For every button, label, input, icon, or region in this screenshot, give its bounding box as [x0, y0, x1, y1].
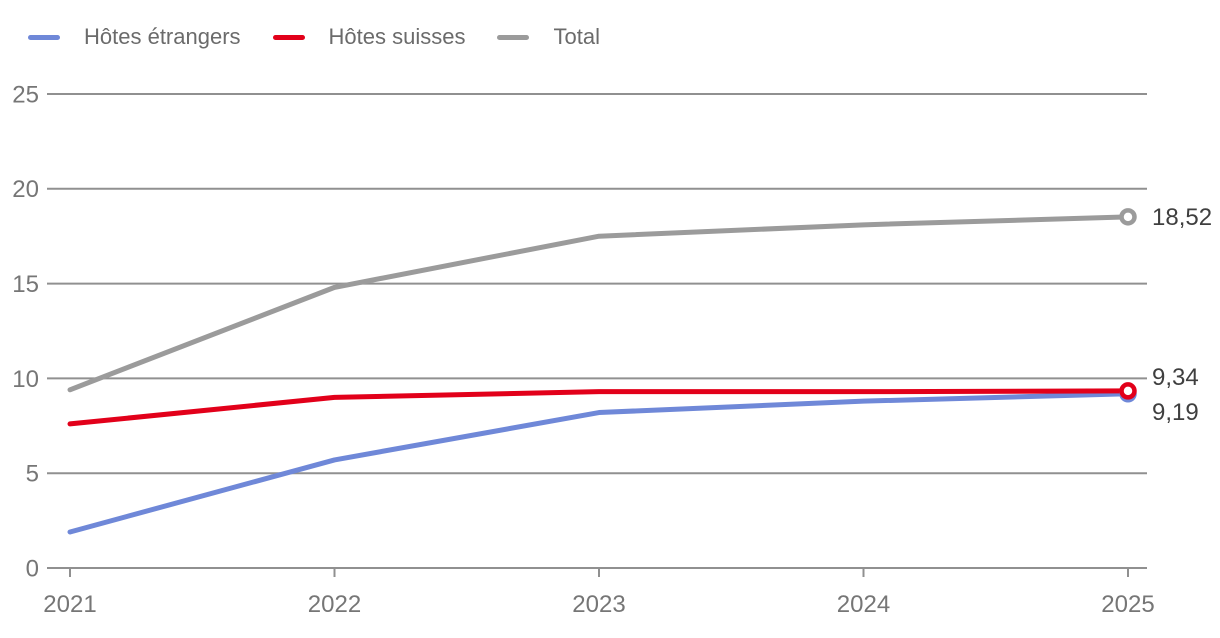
legend-item-hotes-etrangers[interactable]: Hôtes étrangers [28, 25, 241, 49]
x-tick-label-2025: 2025 [1101, 591, 1154, 618]
legend-swatch-blue-line-icon [28, 34, 60, 40]
y-tick-label-20: 20 [12, 176, 39, 203]
x-tick-label-2022: 2022 [308, 591, 361, 618]
legend-item-total[interactable]: Total [497, 24, 600, 49]
x-tick-label-2023: 2023 [572, 591, 625, 618]
legend-label-hotes-etrangers: Hôtes étrangers [84, 24, 241, 49]
series-end-marker-total [1119, 208, 1137, 226]
y-tick-label-0: 0 [26, 555, 39, 582]
series-line-hotes-suisses [67, 388, 1131, 427]
y-tick-label-15: 15 [12, 271, 39, 298]
legend-item-hotes-suisses[interactable]: Hôtes suisses [272, 24, 466, 49]
legend-swatch-red-line-icon [272, 34, 305, 40]
series-end-marker-hotes-suisses [1119, 382, 1137, 400]
x-tick-label-2024: 2024 [837, 591, 890, 618]
series-end-label-total: 18,52 [1152, 204, 1212, 231]
legend-label-total: Total [553, 24, 600, 49]
legend-label-hotes-suisses: Hôtes suisses [328, 24, 466, 49]
y-tick-label-5: 5 [26, 461, 39, 488]
y-tick-label-25: 25 [12, 81, 39, 108]
series-end-label-hotes-suisses: 9,34 [1152, 364, 1199, 391]
y-tick-label-10: 10 [12, 366, 39, 393]
legend-swatch-gray-line-icon [497, 34, 530, 40]
series-line-total [67, 214, 1131, 393]
x-tick-label-2021: 2021 [43, 591, 96, 618]
chart-legend: Hôtes étrangers Hôtes suisses Total [0, 0, 1220, 57]
series-line-hotes-etrangers [67, 391, 1131, 535]
series-end-label-hotes-etrangers: 9,19 [1152, 399, 1199, 426]
